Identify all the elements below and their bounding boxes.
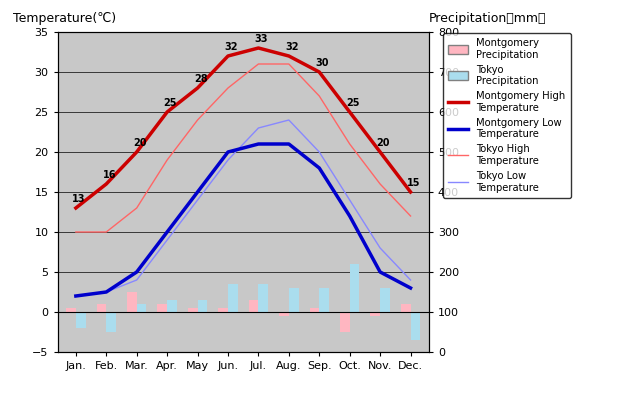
Bar [249,300,259,312]
Bar [167,300,177,312]
Text: 15: 15 [407,178,420,188]
Text: 16: 16 [102,170,116,180]
Bar [76,312,86,328]
Text: 28: 28 [194,74,207,84]
Bar [218,308,228,312]
Bar [319,288,329,312]
Bar [137,304,147,312]
Bar [279,312,289,316]
Bar [97,304,106,312]
Bar [340,312,349,332]
Bar [259,284,268,312]
Bar [401,304,410,312]
Bar [310,308,319,312]
Bar [157,304,167,312]
Bar [188,308,198,312]
Text: 20: 20 [376,138,390,148]
Text: Temperature(℃): Temperature(℃) [13,12,116,25]
Text: 33: 33 [255,34,268,44]
Legend: Montgomery
Precipitation, Tokyo
Precipitation, Montgomery High
Temperature, Mont: Montgomery Precipitation, Tokyo Precipit… [444,33,571,198]
Text: 20: 20 [133,138,147,148]
Bar [66,308,76,312]
Bar [289,288,299,312]
Bar [127,292,137,312]
Bar [349,264,360,312]
Text: 32: 32 [285,42,299,52]
Text: Precipitation（mm）: Precipitation（mm） [429,12,547,25]
Text: 13: 13 [72,194,86,204]
Bar [410,312,420,340]
Bar [380,288,390,312]
Text: 25: 25 [346,98,360,108]
Bar [106,312,116,332]
Bar [228,284,237,312]
Bar [371,312,380,316]
Text: 32: 32 [225,42,238,52]
Text: 25: 25 [163,98,177,108]
Text: 30: 30 [316,58,329,68]
Bar [198,300,207,312]
